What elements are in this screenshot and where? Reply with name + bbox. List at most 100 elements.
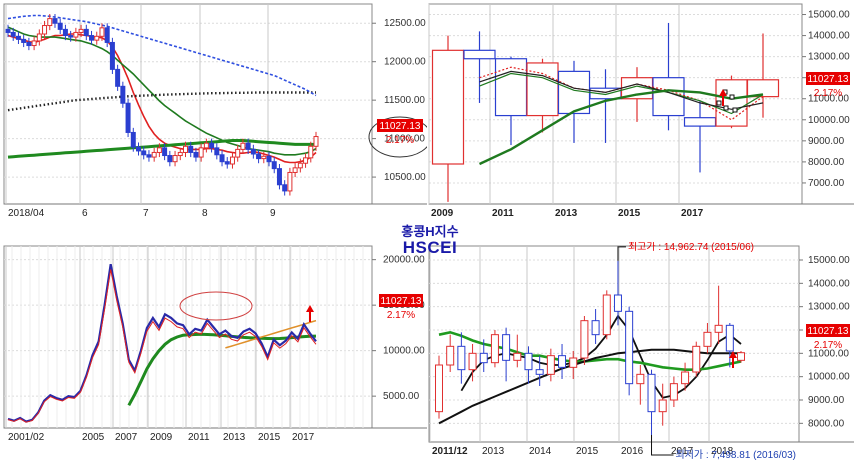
- y-tick-label: 11000.00: [808, 348, 849, 359]
- yearly-chart: 15000.0014000.0013000.0012000.0011000.00…: [428, 3, 854, 219]
- current-price-value: 11027.13: [808, 326, 849, 337]
- candle-body: [5, 28, 11, 33]
- up-arrow-head: [729, 351, 737, 358]
- x-tick-label: 9: [270, 208, 276, 219]
- current-price-badge: [806, 324, 850, 337]
- low-annotation: 최저가 : 7,498.81 (2016/03): [676, 449, 796, 461]
- y-tick-label: 9000.00: [808, 395, 845, 406]
- candle-body: [261, 155, 267, 160]
- marker-square: [716, 100, 722, 106]
- plot-frame: [3, 245, 373, 429]
- y-tick-label: 20000.00: [383, 255, 425, 266]
- candle-body: [468, 352, 477, 371]
- current-price-group: 11027.13 2.17%: [806, 72, 850, 99]
- candle-body: [479, 352, 488, 364]
- candle-body: [737, 352, 745, 361]
- x-tick-label: 2011: [492, 208, 514, 219]
- candle-body: [681, 371, 690, 385]
- candle-body: [78, 28, 84, 33]
- candle-body: [36, 33, 42, 42]
- x-tick-label: 2013: [482, 446, 505, 457]
- low-pointer: [651, 435, 674, 456]
- y-tick-label: 11000.00: [808, 94, 849, 105]
- candle-body: [287, 171, 293, 192]
- candle-body: [89, 35, 95, 41]
- x-tick-label: 2001/02: [8, 432, 45, 443]
- y-tick-label: 14000.00: [808, 278, 850, 289]
- candle-body: [146, 154, 152, 158]
- y-tick-label: 14000.00: [808, 31, 850, 42]
- y-tick-label: 7000.00: [808, 178, 845, 189]
- x-tick-label: 2015: [258, 432, 281, 443]
- y-tick-label: 13000.00: [808, 52, 850, 63]
- x-tick-label: 2011/12: [432, 446, 468, 457]
- x-tick-label: 2018: [711, 446, 734, 457]
- weekly-chart: 20000.0015000.0010000.005000.002001/0220…: [3, 245, 427, 443]
- candle-body: [177, 151, 183, 157]
- up-arrow-head: [719, 89, 727, 96]
- candle-body: [235, 148, 241, 158]
- y-tick-label: 12000.00: [384, 57, 426, 68]
- change-percent: 2.17%: [814, 88, 842, 99]
- candle-body: [276, 168, 282, 186]
- change-percent: 2.17%: [814, 340, 842, 351]
- candle-body: [224, 161, 230, 165]
- x-tick-label: 6: [82, 208, 88, 219]
- candle-body: [602, 294, 611, 336]
- candle-body: [240, 142, 246, 150]
- candle-body: [683, 117, 717, 127]
- marker-square: [732, 107, 738, 113]
- candle-body: [526, 62, 559, 117]
- ma-line: [479, 72, 764, 115]
- candle-body: [31, 40, 37, 47]
- ma-line: [7, 14, 317, 97]
- index-name-korean: 홍콩H지수: [401, 224, 459, 239]
- candle-body: [156, 147, 162, 153]
- candle-body: [513, 352, 522, 361]
- y-tick-label: 11500.00: [384, 95, 425, 106]
- ma-line: [7, 33, 317, 164]
- high-annotation: 최고가 : 14,962.74 (2015/06): [628, 242, 754, 253]
- y-tick-label: 10500.00: [384, 172, 426, 183]
- candle-body: [10, 31, 16, 37]
- candle-body: [162, 147, 168, 157]
- x-tick-label: 2018/04: [8, 208, 45, 219]
- x-tick-label: 2017: [681, 208, 704, 219]
- change-percent: 2.17%: [386, 135, 414, 146]
- x-tick-label: 2009: [150, 432, 173, 443]
- candle-body: [658, 399, 667, 413]
- current-price-badge: [377, 119, 423, 132]
- candle-body: [109, 41, 115, 70]
- candle-body: [303, 157, 309, 164]
- candle-body: [431, 49, 465, 165]
- candle-body: [15, 35, 21, 40]
- y-tick-label: 9000.00: [808, 136, 845, 147]
- candle-body: [182, 145, 188, 153]
- up-arrow-head: [306, 305, 314, 312]
- high-pointer: [617, 246, 626, 261]
- index-code: HSCEI: [402, 238, 458, 257]
- candle-body: [292, 167, 298, 173]
- candle-body: [692, 345, 701, 373]
- candle-body: [446, 345, 455, 366]
- candle-body: [714, 324, 723, 333]
- candle-body: [136, 146, 142, 152]
- x-tick-label: 2017: [292, 432, 315, 443]
- candle-body: [167, 155, 173, 163]
- candle-body: [83, 28, 89, 37]
- ma-line: [7, 139, 316, 159]
- current-price-group: 11027.13 2.17%: [379, 294, 423, 321]
- y-tick-label: 13000.00: [808, 302, 850, 313]
- x-tick-label: 2016: [621, 446, 644, 457]
- x-tick-label: 2015: [576, 446, 599, 457]
- candle-body: [435, 364, 443, 413]
- candle-body: [636, 373, 645, 385]
- daily-chart: 12500.00 12000.00 11500.00 11000.00 10500.00…: [3, 3, 432, 219]
- ma-line: [225, 319, 317, 349]
- weekly-chart-panel: 20000.0015000.0010000.005000.002001/0220…: [0, 242, 427, 462]
- x-tick-label: 2013: [555, 208, 578, 219]
- candle-body: [214, 147, 220, 156]
- candle-body: [245, 142, 251, 150]
- ma-line: [438, 330, 742, 371]
- candle-body: [725, 324, 734, 352]
